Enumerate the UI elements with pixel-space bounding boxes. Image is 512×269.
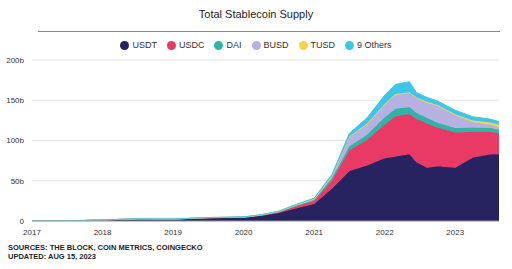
html-text:Total Stablecoin Supply: Total Stablecoin Supply xyxy=(198,8,314,20)
html-text:TUSD: TUSD xyxy=(310,40,335,50)
svg-text:2023: 2023 xyxy=(446,228,464,237)
html-text:9 Others: 9 Others xyxy=(357,40,392,50)
html-text:DAI: DAI xyxy=(226,40,242,50)
svg-text:2019: 2019 xyxy=(164,228,182,237)
svg-text:50b: 50b xyxy=(11,177,25,186)
html-text:BUSD: BUSD xyxy=(263,40,289,50)
svg-text:200b: 200b xyxy=(8,56,25,65)
svg-text:2018: 2018 xyxy=(94,228,112,237)
svg-text:2021: 2021 xyxy=(305,228,323,237)
html-text:SOURCES: THE BLOCK, COIN METRI: SOURCES: THE BLOCK, COIN METRICS, COINGE… xyxy=(8,243,203,252)
svg-text:2020: 2020 xyxy=(235,228,253,237)
svg-text:150b: 150b xyxy=(8,96,25,105)
svg-text:0: 0 xyxy=(20,217,25,226)
html-text:USDT: USDT xyxy=(132,40,157,50)
svg-text:100b: 100b xyxy=(8,136,25,145)
svg-text:2017: 2017 xyxy=(23,228,41,237)
html-text:UPDATED: AUG 15, 2023: UPDATED: AUG 15, 2023 xyxy=(8,252,96,261)
svg-text:2022: 2022 xyxy=(376,228,394,237)
html-text:USDC: USDC xyxy=(179,40,205,50)
